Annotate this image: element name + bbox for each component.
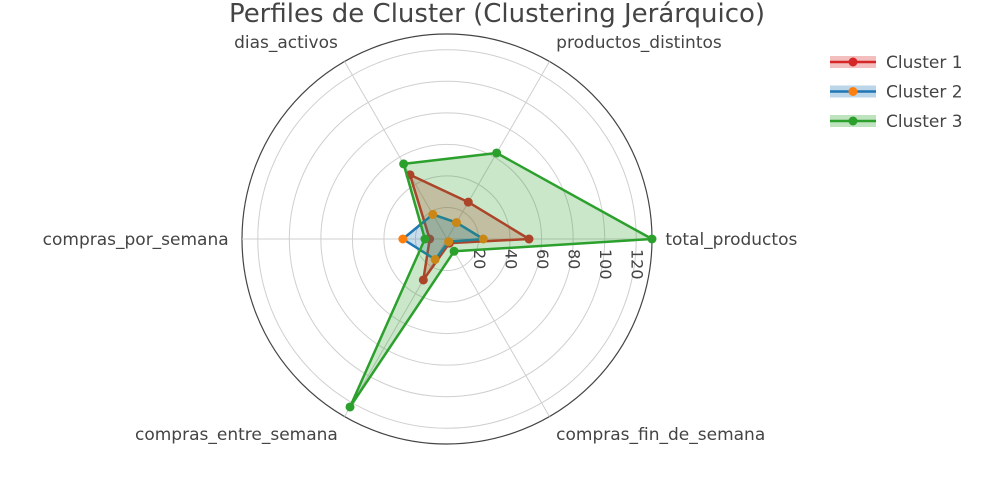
legend-label: Cluster 1 bbox=[886, 53, 963, 73]
series-fill bbox=[402, 214, 484, 260]
data-point-productos-distintos[interactable] bbox=[492, 148, 502, 158]
data-point-compras-fin-de-semana[interactable] bbox=[449, 246, 459, 256]
axis-label-compras-entre-semana: compras_entre_semana bbox=[135, 425, 338, 445]
chart-title: Perfiles de Cluster (Clustering Jerárqui… bbox=[229, 0, 765, 29]
data-point-productos-distintos[interactable] bbox=[463, 197, 473, 207]
series-cluster-3[interactable] bbox=[345, 148, 657, 412]
axis-label-total-productos: total_productos bbox=[665, 230, 797, 250]
legend-item-cluster-3[interactable]: Cluster 3 bbox=[830, 112, 963, 132]
radial-tick-60: 60 bbox=[533, 249, 552, 269]
data-point-dias-activos[interactable] bbox=[428, 209, 438, 219]
angular-axis-labels: total_productos productos_distintos dias_a… bbox=[43, 33, 798, 445]
series-layer bbox=[345, 148, 657, 412]
legend-item-cluster-1[interactable]: Cluster 1 bbox=[830, 53, 963, 73]
radial-tick-100: 100 bbox=[596, 249, 615, 280]
data-point-compras-entre-semana[interactable] bbox=[430, 254, 440, 264]
legend-label: Cluster 3 bbox=[886, 112, 963, 132]
legend-marker bbox=[848, 116, 858, 126]
legend-item-cluster-2[interactable]: Cluster 2 bbox=[830, 83, 963, 103]
radial-tick-20: 20 bbox=[470, 249, 489, 269]
data-point-compras-por-semana[interactable] bbox=[420, 234, 430, 244]
series-fill bbox=[350, 153, 652, 407]
spoke-compras_fin_de_semana bbox=[446, 238, 550, 417]
series-cluster-2[interactable] bbox=[398, 209, 488, 264]
data-point-total-productos[interactable] bbox=[524, 234, 534, 244]
axis-label-productos-distintos: productos_distintos bbox=[556, 33, 722, 53]
data-point-compras-entre-semana[interactable] bbox=[345, 402, 355, 412]
spoke-dias_activos bbox=[344, 61, 448, 240]
axis-label-compras-por-semana: compras_por_semana bbox=[43, 230, 229, 250]
axis-label-dias-activos: dias_activos bbox=[234, 33, 338, 53]
data-point-compras-por-semana[interactable] bbox=[398, 234, 408, 244]
data-point-dias-activos[interactable] bbox=[399, 159, 409, 169]
legend-marker bbox=[848, 57, 858, 67]
radial-tick-120: 120 bbox=[628, 249, 647, 280]
axis-label-compras-fin-de-semana: compras_fin_de_semana bbox=[556, 425, 765, 445]
radial-tick-40: 40 bbox=[502, 249, 521, 269]
legend[interactable]: Cluster 1 Cluster 2 Cluster 3 bbox=[830, 53, 963, 132]
radial-tick-80: 80 bbox=[565, 249, 584, 269]
data-point-compras-entre-semana[interactable] bbox=[418, 275, 428, 285]
data-point-total-productos[interactable] bbox=[478, 234, 488, 244]
legend-label: Cluster 2 bbox=[886, 83, 963, 103]
data-point-compras-fin-de-semana[interactable] bbox=[444, 237, 454, 247]
data-point-total-productos[interactable] bbox=[647, 234, 657, 244]
data-point-productos-distintos[interactable] bbox=[451, 218, 461, 228]
legend-marker bbox=[848, 87, 858, 96]
radial-tick-labels: 20 40 60 80 100 120 bbox=[470, 249, 647, 280]
